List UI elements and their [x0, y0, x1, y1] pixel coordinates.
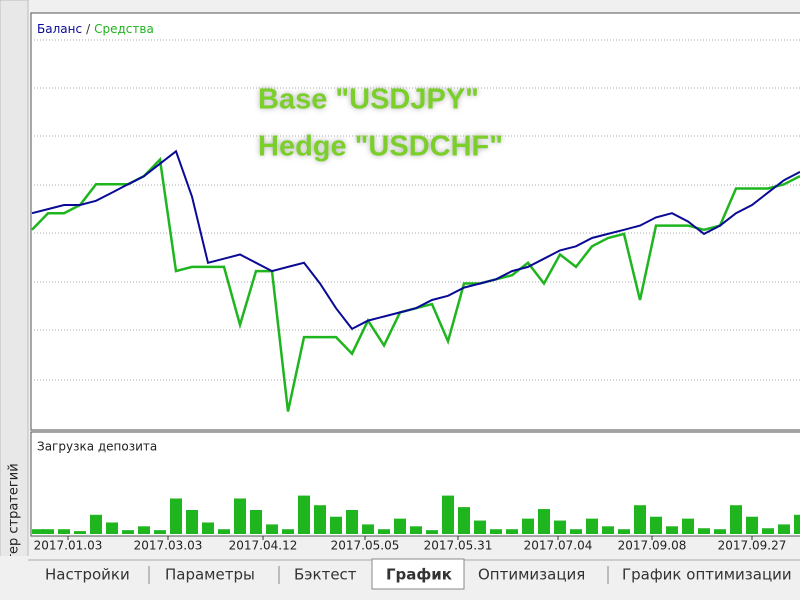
- bar: [298, 495, 310, 534]
- bar: [538, 509, 550, 534]
- tab[interactable]: Оптимизация: [478, 566, 609, 585]
- bar: [650, 516, 662, 534]
- series-line: [31, 149, 800, 331]
- bar: [602, 526, 614, 534]
- bar: [42, 529, 54, 534]
- x-tick-label: 2017.04.12: [229, 539, 298, 553]
- bar: [794, 514, 800, 534]
- annotation: Base "USDJPY": [258, 84, 479, 116]
- bar: [32, 529, 44, 534]
- bar: [170, 498, 182, 534]
- tab-label[interactable]: Параметры: [165, 566, 255, 584]
- tab[interactable]: Параметры: [165, 566, 280, 585]
- side-panel: [0, 0, 29, 600]
- bar: [394, 518, 406, 534]
- tab[interactable]: Бэктест: [294, 566, 357, 584]
- bar: [666, 526, 678, 534]
- legend-separator: /: [86, 22, 91, 36]
- bar: [698, 528, 710, 534]
- bar: [570, 529, 582, 534]
- tab[interactable]: График: [371, 558, 465, 590]
- tab-label[interactable]: График оптимизации: [622, 566, 792, 584]
- bar: [682, 518, 694, 534]
- tab-label[interactable]: Настройки: [45, 566, 130, 584]
- bar: [426, 530, 438, 534]
- bar: [442, 495, 454, 534]
- bar: [554, 520, 566, 534]
- x-tick-label: 2017.01.03: [34, 539, 103, 553]
- bar: [458, 507, 470, 534]
- bar: [346, 510, 358, 534]
- bar: [154, 530, 166, 534]
- bar: [186, 510, 198, 534]
- active-tab-bg: [371, 558, 465, 590]
- bar: [762, 528, 774, 534]
- legend-entry: Баланс: [37, 22, 82, 36]
- bar: [522, 518, 534, 534]
- bar: [266, 524, 278, 534]
- annotations: Base "USDJPY" Hedge "USDCHF": [258, 84, 503, 163]
- bar: [234, 498, 246, 534]
- annotation: Hedge "USDCHF": [258, 131, 503, 163]
- bar: [330, 516, 342, 534]
- bar: [58, 529, 70, 534]
- bar: [138, 526, 150, 534]
- legend: Баланс / Средства: [37, 22, 154, 36]
- bar: [586, 518, 598, 534]
- bar: [218, 529, 230, 534]
- bar: [122, 530, 134, 534]
- tab-label[interactable]: Оптимизация: [478, 566, 585, 584]
- x-tick-label: 2017.03.03: [134, 539, 203, 553]
- bar: [74, 531, 86, 534]
- grid: [31, 39, 800, 381]
- legend-entry: Средства: [94, 22, 154, 36]
- bar: [362, 524, 374, 534]
- tab[interactable]: График оптимизации: [622, 566, 792, 584]
- x-tick-label: 2017.07.04: [524, 539, 593, 553]
- bar: [378, 529, 390, 534]
- bar: [506, 529, 518, 534]
- bar: [778, 524, 790, 534]
- bar: [250, 510, 262, 534]
- tab-label[interactable]: Бэктест: [294, 566, 357, 584]
- deposit-chart-frame: [30, 431, 800, 537]
- tab-label[interactable]: График: [386, 566, 452, 584]
- bar: [410, 526, 422, 534]
- deposit-title: Загрузка депозита: [37, 440, 157, 454]
- bar: [634, 505, 646, 534]
- bar: [714, 529, 726, 534]
- bar: [474, 520, 486, 534]
- bar: [202, 522, 214, 534]
- bar: [490, 529, 502, 534]
- bar: [618, 529, 630, 534]
- main-chart-frame: [30, 12, 800, 431]
- bar: [106, 522, 118, 534]
- x-tick-label: 2017.05.31: [424, 539, 493, 553]
- bar: [90, 514, 102, 534]
- x-tick-label: 2017.09.27: [718, 539, 787, 553]
- side-label: Тестер стратегий: [7, 463, 22, 585]
- bar: [746, 516, 758, 534]
- bar: [282, 529, 294, 534]
- bar: [730, 505, 742, 534]
- x-tick-label: 2017.09.08: [618, 539, 687, 553]
- bar: [314, 505, 326, 534]
- x-tick-label: 2017.05.05: [331, 539, 400, 553]
- tab[interactable]: Настройки: [45, 566, 150, 585]
